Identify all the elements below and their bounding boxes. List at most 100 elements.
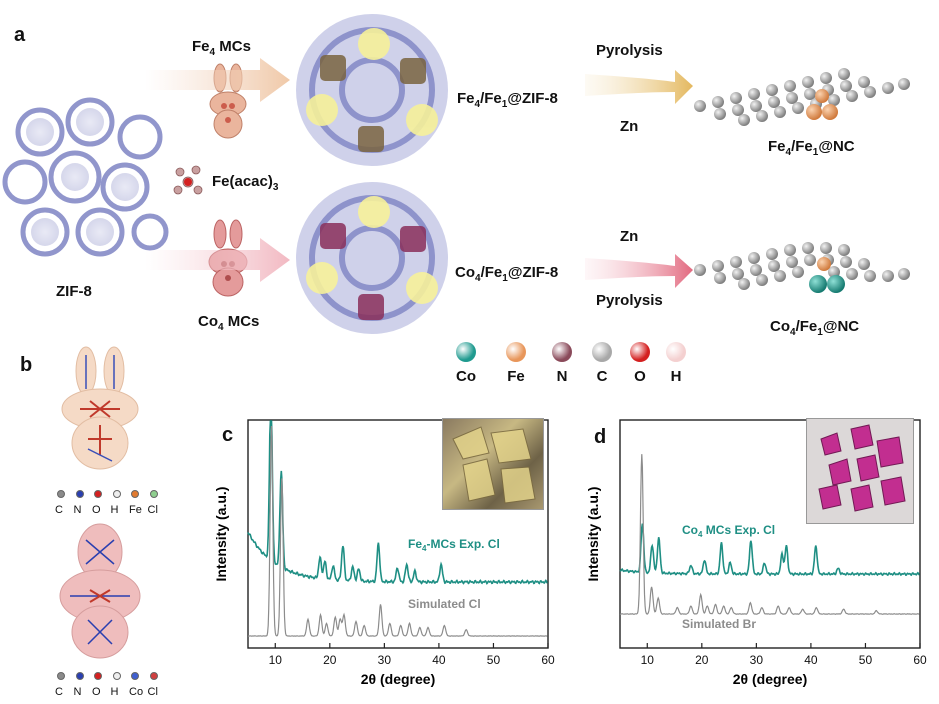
- co4-crystals-image: [818, 424, 906, 512]
- atom-dot-fe-icon: [131, 490, 139, 498]
- x-axis-label: 2θ (degree): [733, 671, 807, 687]
- panel-label-b: b: [20, 354, 33, 376]
- atom-label: Cl: [147, 686, 158, 698]
- atom-label: O: [92, 686, 101, 698]
- element-ball-c-icon: [592, 342, 612, 362]
- atom-label: N: [73, 504, 82, 516]
- x-tick-label: 30: [750, 653, 764, 667]
- element-legend-h: H: [656, 342, 696, 385]
- plot-frame: [619, 419, 921, 649]
- atom-label: Cl: [147, 504, 158, 516]
- atom-dot-c-icon: [57, 672, 65, 680]
- fe4-cluster-structure: [61, 346, 139, 470]
- atom-dot-c-icon: [57, 490, 65, 498]
- x-tick-label: 20: [323, 653, 337, 667]
- element-legend-c: C: [582, 342, 622, 385]
- pyrolysis-top-label: Pyrolysis: [596, 42, 663, 59]
- x-tick-label: 10: [269, 653, 283, 667]
- element-legend-o: O: [620, 342, 660, 385]
- loading-arrows: [145, 58, 290, 282]
- xrd-chart-d: Co4 MCs Exp. Cl Simulated Br 10 20 30 40 50 60 2…: [585, 419, 927, 687]
- panel-label-a: a: [14, 24, 26, 46]
- fe4-crystals-image: [452, 426, 536, 504]
- fe4-zif8-composite: [296, 14, 448, 166]
- atom-dot-o-icon: [94, 490, 102, 498]
- fe4-crystal-photo: [442, 418, 544, 510]
- co4-nc-label: Co4/Fe1@NC: [770, 318, 860, 338]
- atom-dot-cl-icon: [149, 490, 158, 498]
- element-ball-h-icon: [666, 342, 686, 362]
- atom-label: Fe: [129, 504, 142, 516]
- y-axis-label: Intensity (a.u.): [585, 487, 601, 582]
- atom-dot-o-icon: [94, 672, 102, 680]
- atom-dot-n-icon: [75, 490, 84, 498]
- atom-label: Co: [129, 686, 144, 698]
- pyrolysis-top-arrow: [585, 70, 693, 104]
- atom-dot-cl-icon: [149, 672, 158, 680]
- element-legend-label: C: [596, 368, 608, 385]
- series-line-0: [619, 523, 920, 577]
- atom-dot-h-icon: [112, 490, 121, 498]
- co4-cluster-structure: [59, 523, 141, 659]
- x-tick-label: 40: [804, 653, 818, 667]
- element-legend-label: N: [556, 368, 568, 385]
- atom-label: C: [55, 686, 63, 698]
- atom-label: O: [92, 504, 101, 516]
- x-tick-label: 40: [432, 653, 446, 667]
- series-label-0: Fe4-MCs Exp. Cl: [408, 537, 500, 553]
- series-label-1: Simulated Cl: [408, 597, 481, 611]
- xrd-chart-c: Fe4-MCs Exp. Cl Simulated Cl 10 20 30 40 50 60 2…: [213, 419, 555, 687]
- element-legend-co: Co: [446, 342, 486, 385]
- element-legend-fe: Fe: [496, 342, 536, 385]
- zif8-framework-illustration: [2, 97, 169, 257]
- co4-mcs-label: Co4 MCs: [198, 313, 260, 333]
- co4-zif8-label: Co4/Fe1@ZIF-8: [455, 264, 559, 284]
- fe4-zif8-label: Fe4/Fe1@ZIF-8: [457, 90, 558, 110]
- fe4-nc-label: Fe4/Fe1@NC: [768, 138, 855, 158]
- element-legend-n: N: [542, 342, 582, 385]
- element-ball-fe-icon: [506, 342, 526, 362]
- series-line-1: [619, 454, 920, 615]
- fe-acac-label: Fe(acac)3: [212, 173, 279, 193]
- x-tick-label: 50: [859, 653, 873, 667]
- co4-zif8-composite: [296, 182, 448, 334]
- x-axis-label: 2θ (degree): [361, 671, 435, 687]
- series-label-0: Co4 MCs Exp. Cl: [682, 523, 775, 539]
- atom-label: C: [55, 504, 63, 516]
- co4-crystal-photo: [806, 418, 914, 524]
- x-tick-label: 20: [695, 653, 709, 667]
- element-legend-label: Fe: [507, 368, 525, 385]
- atom-label: H: [110, 686, 119, 698]
- element-ball-o-icon: [630, 342, 650, 362]
- panel-label-d: d: [594, 426, 607, 448]
- atom-dot-co-icon: [131, 672, 139, 680]
- element-ball-co-icon: [456, 342, 476, 362]
- series-line-1: [247, 425, 548, 637]
- y-axis-label: Intensity (a.u.): [213, 487, 229, 582]
- atom-label: H: [110, 504, 119, 516]
- x-tick-label: 60: [541, 653, 555, 667]
- atom-dot-n-icon: [75, 672, 84, 680]
- fe4-mcs-label: Fe4 MCs: [192, 38, 251, 58]
- x-tick-label: 10: [641, 653, 655, 667]
- element-legend-label: O: [634, 368, 646, 385]
- pyrolysis-bottom-label: Pyrolysis: [596, 292, 663, 309]
- fe-acac-molecule: [173, 165, 203, 195]
- series-label-1: Simulated Br: [682, 617, 756, 631]
- fe4-nc-graphene-sheet: [694, 68, 910, 126]
- x-tick-label: 30: [378, 653, 392, 667]
- pyrolysis-bottom-arrow: [585, 254, 693, 288]
- element-ball-n-icon: [552, 342, 572, 362]
- co4-nc-graphene-sheet: [694, 242, 910, 293]
- panel-label-c: c: [222, 424, 234, 446]
- zif8-label: ZIF-8: [56, 283, 92, 300]
- atom-label: N: [73, 686, 82, 698]
- element-legend-label: Co: [456, 368, 476, 385]
- zn-bottom-label: Zn: [620, 228, 639, 245]
- atom-dot-h-icon: [112, 672, 121, 680]
- zn-top-label: Zn: [620, 118, 639, 135]
- x-tick-label: 60: [913, 653, 927, 667]
- x-tick-label: 50: [487, 653, 501, 667]
- series-line-0: [247, 420, 548, 585]
- element-legend-label: H: [670, 368, 682, 385]
